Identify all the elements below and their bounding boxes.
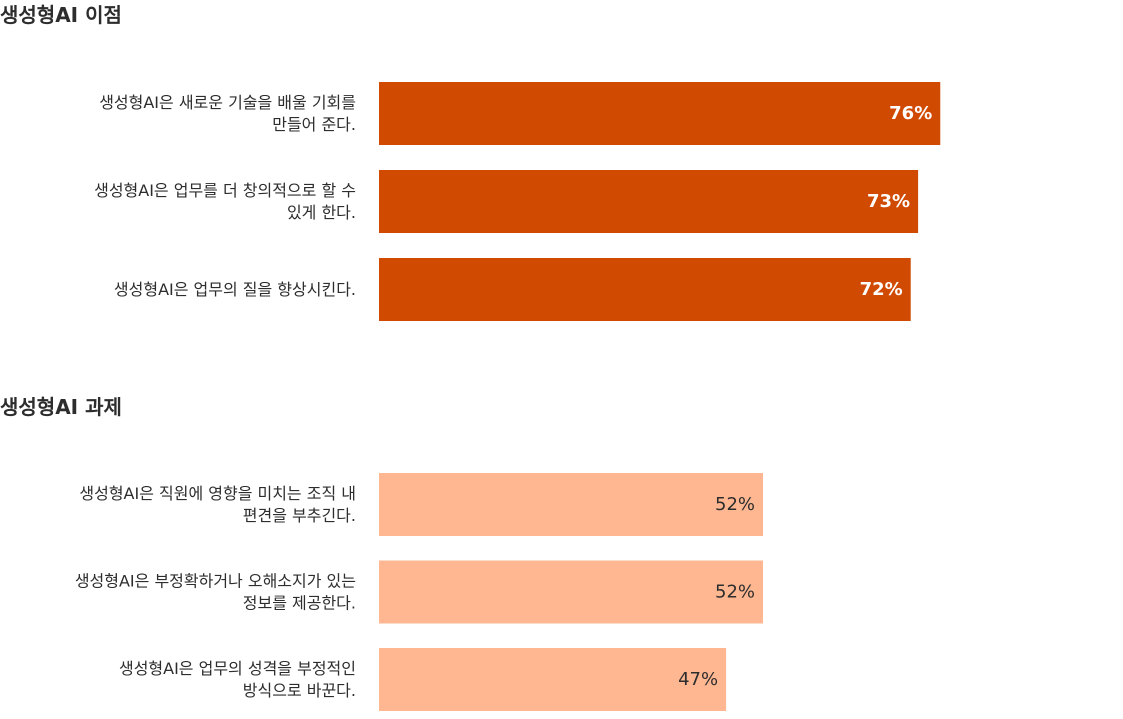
data-label: 52% (715, 494, 755, 515)
category-label: 생성형AI은 부정확하거나 오해소지가 있는 (75, 572, 356, 591)
category-label: 있게 한다. (287, 203, 356, 222)
data-label: 72% (860, 279, 903, 300)
category-label: 편견을 부추긴다. (243, 506, 356, 525)
data-label: 73% (867, 191, 910, 212)
bar (379, 170, 919, 233)
bar (379, 258, 911, 321)
category-label: 정보를 제공한다. (243, 594, 356, 613)
bar (379, 648, 727, 711)
chart-title: 생성형AI 과제 (0, 395, 122, 419)
category-label: 생성형AI은 직원에 영향을 미치는 조직 내 (79, 484, 356, 503)
data-label: 76% (889, 103, 932, 124)
bar (379, 473, 764, 536)
category-label: 생성형AI은 업무의 성격을 부정적인 (119, 659, 356, 678)
bar (379, 82, 941, 145)
data-label: 52% (715, 582, 755, 603)
category-label: 생성형AI은 업무의 질을 향상시킨다. (114, 280, 356, 299)
category-label: 방식으로 바꾼다. (243, 681, 356, 700)
chart-title: 생성형AI 이점 (0, 3, 122, 27)
category-label: 생성형AI은 업무를 더 창의적으로 할 수 (94, 181, 356, 200)
category-label: 만들어 준다. (272, 115, 356, 134)
bar (379, 560, 764, 624)
data-label: 47% (678, 669, 718, 690)
category-label: 생성형AI은 새로운 기술을 배울 기회를 (99, 93, 356, 112)
